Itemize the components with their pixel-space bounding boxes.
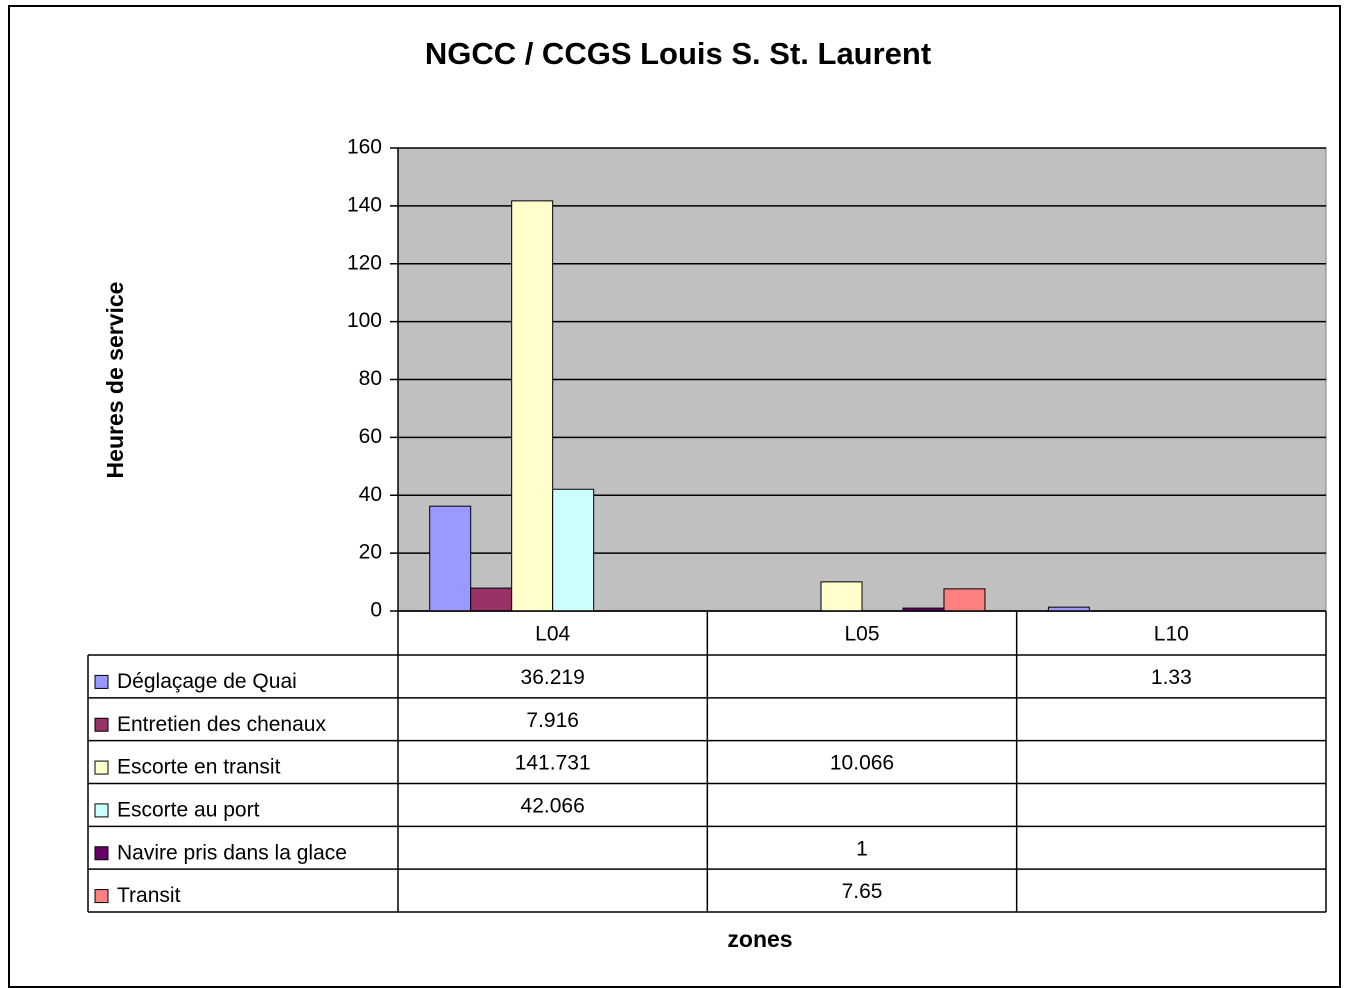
y-tick-label: 20 bbox=[359, 541, 382, 564]
y-tick-label: 100 bbox=[347, 309, 382, 332]
table-value: 1 bbox=[856, 837, 868, 860]
y-tick-label: 0 bbox=[370, 599, 382, 622]
legend-label: Navire pris dans la glace bbox=[117, 841, 347, 864]
chart-title: NGCC / CCGS Louis S. St. Laurent bbox=[425, 36, 931, 71]
legend-swatch bbox=[94, 803, 109, 818]
legend-swatch bbox=[94, 889, 109, 904]
legend-label: Transit bbox=[117, 884, 181, 907]
x-tick-label: L04 bbox=[535, 623, 570, 646]
chart-border bbox=[8, 5, 1341, 988]
legend-label: Escorte au port bbox=[117, 798, 260, 821]
table-value: 141.731 bbox=[515, 752, 591, 775]
bar bbox=[429, 505, 472, 612]
legend-swatch bbox=[94, 846, 109, 861]
y-tick-label: 40 bbox=[359, 483, 382, 506]
legend-swatch bbox=[94, 674, 109, 689]
y-axis-label: Heures de service bbox=[102, 282, 128, 479]
y-tick-label: 120 bbox=[347, 251, 382, 274]
x-tick-label: L05 bbox=[844, 623, 879, 646]
table-value: 42.066 bbox=[521, 794, 585, 817]
table-value: 7.916 bbox=[526, 709, 579, 732]
table-value: 1.33 bbox=[1151, 666, 1192, 689]
legend-swatch bbox=[94, 760, 109, 775]
y-tick-label: 160 bbox=[347, 136, 382, 159]
table-value: 36.219 bbox=[521, 666, 585, 689]
table-value: 10.066 bbox=[830, 752, 894, 775]
bar bbox=[511, 200, 554, 612]
bar bbox=[470, 587, 513, 612]
x-tick-label: L10 bbox=[1154, 623, 1189, 646]
y-tick-label: 140 bbox=[347, 193, 382, 216]
legend-swatch bbox=[94, 717, 109, 732]
legend-label: Déglaçage de Quai bbox=[117, 670, 297, 693]
x-axis-label: zones bbox=[727, 926, 792, 952]
bar bbox=[820, 581, 863, 612]
table-value: 7.65 bbox=[842, 880, 883, 903]
y-tick-label: 60 bbox=[359, 425, 382, 448]
bar bbox=[943, 588, 986, 612]
bar bbox=[552, 488, 595, 612]
y-tick-label: 80 bbox=[359, 367, 382, 390]
legend-label: Entretien des chenaux bbox=[117, 713, 326, 736]
legend-label: Escorte en transit bbox=[117, 756, 281, 779]
